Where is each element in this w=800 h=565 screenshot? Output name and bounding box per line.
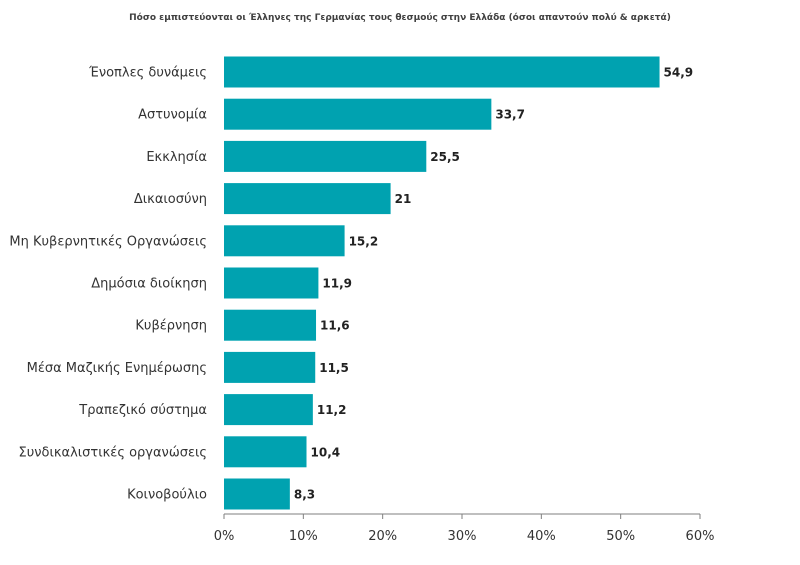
chart-title: Πόσο εμπιστεύονται οι Έλληνες της Γερμαν… — [129, 13, 671, 23]
x-tick-label: 20% — [368, 529, 397, 544]
value-labels: 54,9 33,7 25,5 21 15,2 11,9 11,6 11,5 11,2 10,4 8,… — [294, 66, 693, 502]
x-tick-label: 50% — [606, 529, 635, 544]
value-label: 54,9 — [664, 66, 694, 80]
x-tick-label: 0% — [214, 529, 235, 544]
bar — [224, 98, 492, 130]
bar — [224, 309, 317, 341]
bar — [224, 140, 427, 172]
value-label: 15,2 — [349, 234, 379, 248]
bars-group — [224, 56, 660, 510]
category-label: Τραπεζικό σύστημα — [78, 403, 207, 418]
x-tick-label: 10% — [289, 529, 318, 544]
value-label: 25,5 — [430, 150, 460, 164]
bar — [224, 56, 660, 88]
value-label: 11,6 — [320, 319, 350, 333]
bar — [224, 267, 319, 299]
x-axis: 0% 10% 20% 30% 40% 50% 60% — [214, 513, 715, 544]
bar — [224, 436, 307, 468]
category-label: Μέσα Μαζικής Ενημέρωσης — [27, 361, 207, 376]
category-label: Συνδικαλιστικές οργανώσεις — [19, 445, 208, 460]
category-label: Εκκλησία — [146, 150, 207, 165]
value-label: 33,7 — [495, 108, 525, 122]
bar — [224, 183, 391, 215]
category-label: Μη Κυβερνητικές Οργανώσεις — [9, 234, 207, 249]
value-label: 8,3 — [294, 488, 315, 502]
category-label: Δικαιοσύνη — [134, 192, 207, 207]
category-label: Δημόσια διοίκηση — [91, 277, 207, 292]
category-labels: Ένοπλες δυνάμεις Αστυνομία Εκκλησία Δικαιοσ… — [9, 66, 207, 503]
bar — [224, 394, 313, 426]
category-label: Ένοπλες δυνάμεις — [88, 66, 207, 81]
bar — [224, 225, 345, 257]
value-label: 11,9 — [322, 277, 352, 291]
value-label: 11,5 — [319, 361, 349, 375]
x-tick-label: 40% — [527, 529, 556, 544]
category-label: Κοινοβούλιο — [127, 488, 207, 503]
bar — [224, 351, 316, 383]
bar — [224, 478, 290, 510]
x-tick-label: 30% — [448, 529, 477, 544]
value-label: 21 — [395, 192, 412, 206]
category-label: Κυβέρνηση — [135, 319, 207, 334]
category-label: Αστυνομία — [138, 108, 207, 123]
value-label: 11,2 — [317, 403, 347, 417]
x-tick-label: 60% — [686, 529, 715, 544]
value-label: 10,4 — [311, 445, 341, 459]
